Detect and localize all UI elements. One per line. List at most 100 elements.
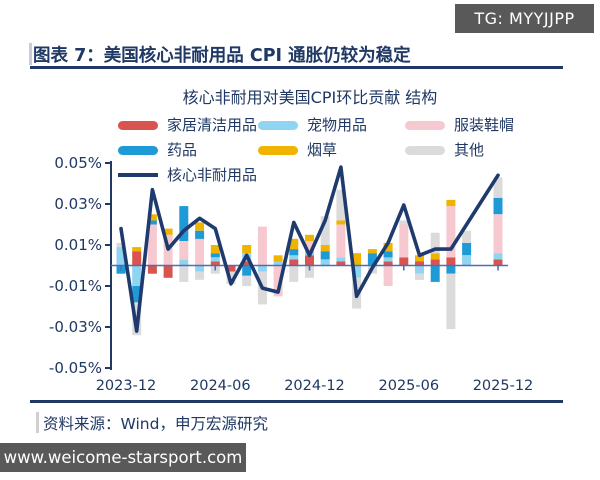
legend-item: 核心非耐用品 bbox=[118, 167, 257, 183]
y-tick-label: 0.05% bbox=[54, 154, 102, 172]
bar-segment bbox=[336, 257, 346, 262]
bar-segment bbox=[273, 255, 283, 262]
legend-swatch bbox=[258, 120, 298, 130]
chart-title: 核心非耐用对美国CPI环比贡献 结构 bbox=[182, 88, 438, 107]
core-nondurables-line bbox=[119, 165, 500, 333]
bar-segment bbox=[383, 242, 393, 252]
bar-segment bbox=[462, 242, 472, 256]
legend-label: 宠物用品 bbox=[307, 116, 368, 134]
bar-segment bbox=[289, 238, 299, 250]
bar-segment bbox=[163, 228, 173, 235]
bar-segment bbox=[116, 247, 126, 266]
bar-segment bbox=[116, 242, 126, 247]
bar-segment bbox=[367, 249, 377, 254]
bar-segment bbox=[289, 259, 299, 266]
bar-segment bbox=[320, 259, 330, 266]
bar-segment bbox=[399, 220, 409, 225]
x-axis: 2023-12 2024-06 2024-12 2025-06 2025-12 bbox=[96, 378, 534, 394]
figure-bottom-rule bbox=[30, 400, 563, 403]
bar-segment bbox=[399, 224, 409, 258]
bar-segment bbox=[320, 245, 330, 252]
y-tick-label: -0.05% bbox=[49, 359, 102, 377]
x-tick-label: 2024-12 bbox=[284, 378, 345, 394]
bar-segment bbox=[446, 273, 456, 330]
bar-segment bbox=[493, 259, 503, 266]
bar-segment bbox=[446, 265, 456, 274]
legend-swatch bbox=[118, 145, 158, 155]
bar-segment bbox=[210, 261, 220, 266]
bar-segment bbox=[147, 214, 157, 221]
bar-segment bbox=[352, 265, 362, 278]
bar-segment bbox=[320, 251, 330, 260]
bar-segment bbox=[493, 253, 503, 260]
bar-segment bbox=[305, 240, 314, 252]
bar-segment bbox=[446, 199, 456, 207]
y-tick-label: 0.01% bbox=[54, 236, 102, 254]
x-tick-label: 2023-12 bbox=[96, 378, 157, 394]
telegram-watermark-text: TG: MYYJJPP bbox=[474, 9, 575, 28]
legend-label: 其他 bbox=[454, 141, 485, 159]
legend-label: 核心非耐用品 bbox=[167, 166, 258, 184]
bar-segment bbox=[195, 230, 205, 239]
legend-item: 药品 bbox=[118, 142, 197, 158]
bar-segment bbox=[289, 265, 299, 282]
bar-segment bbox=[305, 255, 314, 266]
y-tick-label: -0.01% bbox=[49, 277, 102, 295]
x-tick-label: 2024-06 bbox=[190, 378, 251, 394]
bar-segment bbox=[462, 255, 472, 266]
bar-segment bbox=[195, 238, 205, 266]
bar-segment bbox=[430, 265, 440, 282]
legend-swatch bbox=[118, 120, 158, 130]
bar-segment bbox=[242, 245, 252, 254]
figure-title-underline bbox=[30, 66, 563, 69]
bar-segment bbox=[336, 189, 346, 221]
legend-label: 药品 bbox=[167, 141, 198, 159]
y-tick-label: 0.03% bbox=[54, 195, 102, 213]
bar-segment bbox=[132, 251, 142, 266]
bar-segment bbox=[195, 265, 205, 272]
bar-segment bbox=[179, 265, 189, 282]
legend-item: 服装鞋帽 bbox=[405, 117, 514, 133]
y-axis: 0.05% 0.03% 0.01% -0.01% -0.03% -0.05% bbox=[49, 154, 112, 377]
bar-segment bbox=[383, 257, 393, 262]
bar-segment bbox=[383, 261, 393, 266]
bar-segment bbox=[493, 177, 503, 198]
legend-item: 烟草 bbox=[258, 142, 337, 158]
bar-segment bbox=[257, 226, 267, 266]
bar-segment bbox=[273, 261, 283, 266]
figure-title-accent bbox=[29, 43, 32, 65]
zero-line bbox=[111, 264, 508, 271]
bar-segment bbox=[195, 271, 205, 280]
bar-segment bbox=[147, 265, 157, 274]
bar-segment bbox=[147, 224, 157, 266]
bar-segment bbox=[415, 255, 424, 262]
bar-segment bbox=[446, 206, 456, 258]
bar-segment bbox=[336, 220, 346, 225]
bar-segment bbox=[289, 249, 299, 256]
legend-label: 家居清洁用品 bbox=[167, 116, 258, 134]
x-tick-label: 2025-12 bbox=[473, 378, 534, 394]
bar-segment bbox=[179, 240, 189, 260]
bar-segment bbox=[383, 251, 393, 258]
bar-segment bbox=[226, 265, 236, 272]
bar-segment bbox=[257, 265, 267, 272]
bar-segment bbox=[493, 214, 503, 254]
legend-label: 烟草 bbox=[307, 141, 338, 159]
bar-segment bbox=[336, 224, 346, 258]
bar-segment bbox=[336, 261, 346, 266]
bar-segment bbox=[179, 206, 189, 241]
bar-segment bbox=[210, 257, 220, 262]
bar-segment bbox=[132, 286, 142, 303]
bar-segment bbox=[289, 255, 299, 260]
bar-segment bbox=[210, 245, 220, 254]
figure-title: 图表 7：美国核心非耐用品 CPI 通胀仍较为稳定 bbox=[33, 46, 411, 66]
bar-segment bbox=[242, 265, 252, 276]
bar-segment bbox=[415, 265, 424, 274]
website-watermark-text: www.weicome-starsport.com bbox=[3, 448, 243, 467]
bar-segment bbox=[305, 234, 314, 241]
legend-swatch bbox=[118, 173, 158, 177]
bar-segment bbox=[305, 265, 314, 278]
telegram-watermark-badge: TG: MYYJJPP bbox=[455, 4, 594, 33]
